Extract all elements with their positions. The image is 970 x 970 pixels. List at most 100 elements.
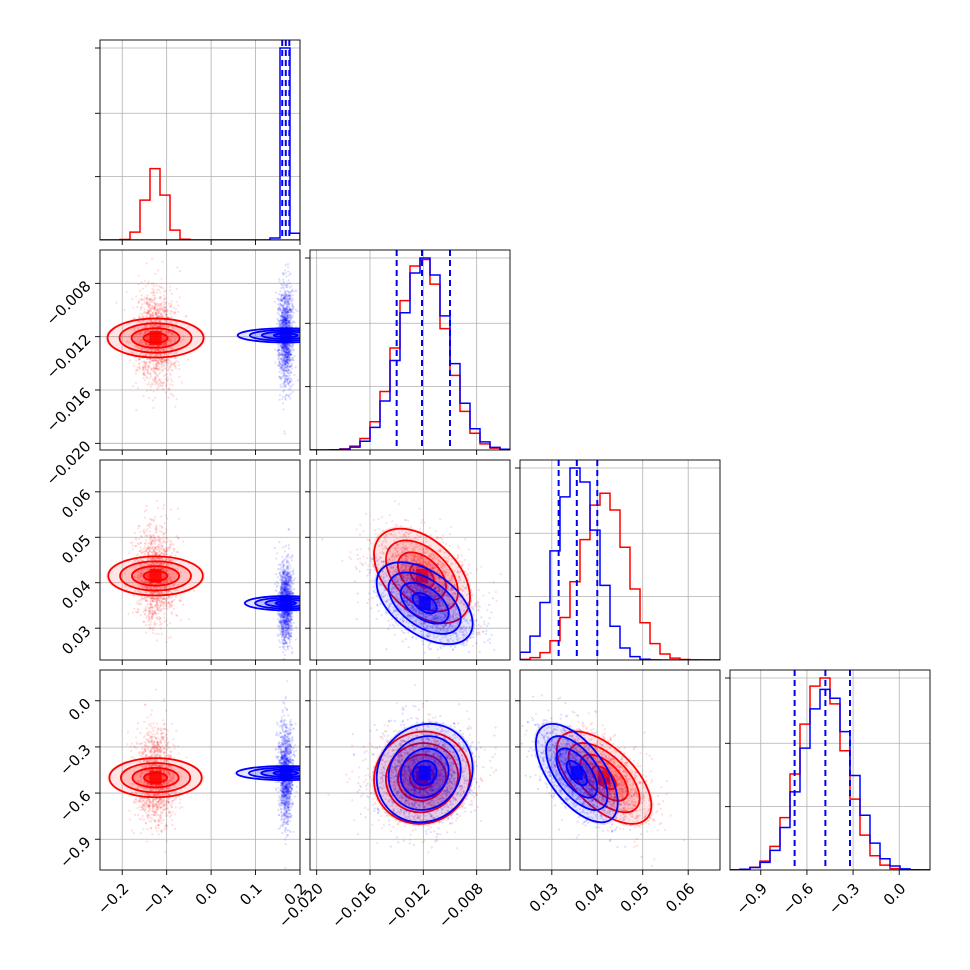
sample-point <box>281 315 284 318</box>
sample-point <box>154 611 157 614</box>
sample-point <box>285 582 288 585</box>
sample-point <box>286 571 289 574</box>
sample-point <box>291 314 294 318</box>
sample-point <box>286 243 288 245</box>
sample-point <box>158 592 161 595</box>
sample-point <box>286 353 289 356</box>
sample-point <box>131 544 134 547</box>
sample-point <box>285 366 288 369</box>
sample-point <box>283 320 286 323</box>
sample-point <box>279 383 282 387</box>
sample-point <box>142 320 146 323</box>
sample-point <box>283 356 286 359</box>
sample-point <box>138 537 141 541</box>
sample-point <box>286 588 289 591</box>
sample-point <box>292 305 295 308</box>
sample-point <box>157 543 160 546</box>
sample-point <box>140 319 143 322</box>
sample-point <box>139 575 143 578</box>
sample-point <box>151 592 155 596</box>
sample-point <box>294 366 297 369</box>
sample-point <box>279 307 282 310</box>
sample-point <box>279 624 282 627</box>
sample-point <box>282 374 285 377</box>
sample-point <box>174 595 177 598</box>
sample-point <box>154 525 158 528</box>
sample-point <box>133 336 136 339</box>
sample-point <box>146 524 149 527</box>
sample-point <box>284 293 288 296</box>
sample-point <box>278 628 281 631</box>
sample-point <box>278 365 281 368</box>
sample-point <box>289 371 293 375</box>
sample-point <box>153 308 156 311</box>
sample-point <box>158 618 161 621</box>
sample-point <box>143 550 146 553</box>
sample-point <box>151 558 155 561</box>
sample-point <box>151 310 154 313</box>
sample-point <box>153 626 156 629</box>
sample-point <box>282 296 286 299</box>
sample-point <box>287 311 291 314</box>
sample-point <box>164 585 167 588</box>
sample-point <box>288 615 291 618</box>
sample-point <box>153 536 156 539</box>
sample-point <box>168 305 172 308</box>
sample-point <box>289 316 292 319</box>
sample-point <box>161 597 164 600</box>
sample-point <box>160 382 163 385</box>
sample-point <box>281 322 285 325</box>
sample-point <box>164 314 168 317</box>
sample-point <box>143 597 147 600</box>
sample-point <box>284 395 287 398</box>
sample-point <box>281 385 284 388</box>
sample-point <box>162 348 165 351</box>
sample-point <box>288 314 292 317</box>
sample-point <box>166 578 169 582</box>
sample-point <box>154 586 157 589</box>
sample-point <box>164 302 167 305</box>
sample-point <box>171 612 174 615</box>
sample-point <box>167 601 170 605</box>
sample-point <box>283 322 287 325</box>
sample-point <box>153 516 157 519</box>
sample-point <box>283 308 286 311</box>
sample-point <box>149 557 153 560</box>
sample-point <box>151 298 154 302</box>
sample-point <box>286 284 289 287</box>
sample-point <box>286 343 289 346</box>
sample-point <box>153 349 157 352</box>
sample-point <box>153 354 157 357</box>
sample-point <box>289 629 293 632</box>
sample-point <box>144 365 147 368</box>
sample-point <box>143 301 146 304</box>
sample-point <box>170 576 173 579</box>
sample-point <box>171 599 174 602</box>
sample-point <box>281 611 284 614</box>
sample-point <box>163 600 166 604</box>
contour-series-0-level-1 <box>130 327 181 349</box>
sample-point <box>152 586 155 589</box>
sample-point <box>152 552 155 555</box>
sample-point <box>169 305 173 308</box>
sample-point <box>280 345 283 349</box>
sample-point <box>170 362 173 366</box>
sample-point <box>169 543 172 546</box>
sample-point <box>153 376 156 379</box>
sample-point <box>154 311 157 314</box>
sample-point <box>284 309 287 313</box>
sample-point <box>143 315 146 318</box>
sample-point <box>156 329 159 332</box>
sample-point <box>148 309 152 313</box>
sample-point <box>284 620 287 623</box>
sample-point <box>287 613 290 616</box>
sample-point <box>149 619 152 622</box>
sample-point <box>155 318 159 322</box>
sample-point <box>163 311 166 314</box>
sample-point <box>287 294 290 297</box>
sample-point <box>151 631 154 634</box>
sample-point <box>285 306 289 309</box>
sample-point <box>284 380 287 383</box>
sample-point <box>284 320 287 324</box>
sample-point <box>154 582 157 586</box>
